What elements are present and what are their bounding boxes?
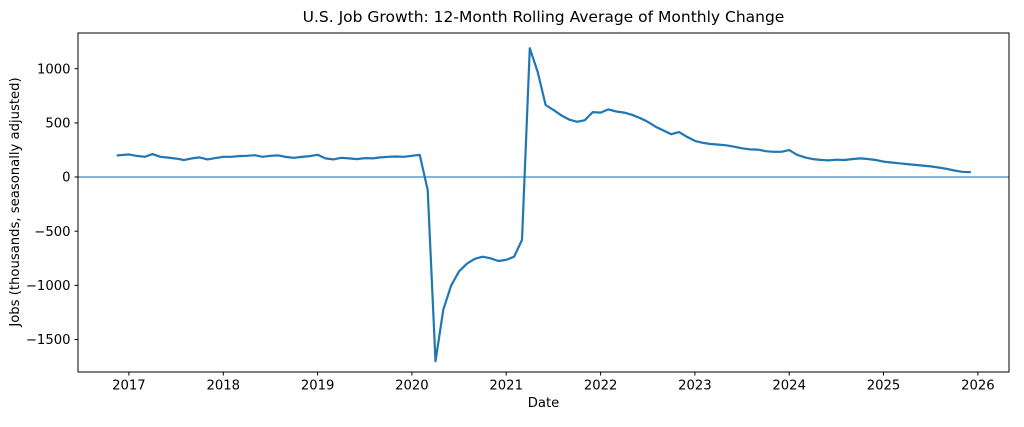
axes-frame bbox=[77, 32, 1010, 373]
x-tick-label: 2023 bbox=[678, 379, 712, 394]
x-tick-label: 2020 bbox=[395, 379, 429, 394]
x-tick-label: 2026 bbox=[961, 379, 995, 394]
x-tick-label: 2017 bbox=[112, 379, 146, 394]
y-tick-label: −1500 bbox=[26, 333, 71, 348]
x-axis-label: Date bbox=[527, 396, 560, 411]
x-tick-label: 2024 bbox=[772, 379, 806, 394]
y-tick-label: −500 bbox=[34, 225, 70, 240]
x-tick-label: 2022 bbox=[584, 379, 618, 394]
y-tick-label: 1000 bbox=[37, 62, 71, 77]
y-tick-label: 0 bbox=[62, 171, 70, 186]
jobs-line-series bbox=[116, 47, 972, 363]
x-tick-label: 2019 bbox=[301, 379, 335, 394]
chart-title: U.S. Job Growth: 12-Month Rolling Averag… bbox=[302, 8, 785, 26]
x-tick-label: 2025 bbox=[867, 379, 901, 394]
y-axis-label: Jobs (thousands, seasonally adjusted) bbox=[8, 77, 23, 327]
x-tick-label: 2018 bbox=[207, 379, 241, 394]
y-tick-label: −1000 bbox=[26, 279, 71, 294]
x-tick-label: 2021 bbox=[489, 379, 523, 394]
y-tick-label: 500 bbox=[45, 117, 70, 132]
